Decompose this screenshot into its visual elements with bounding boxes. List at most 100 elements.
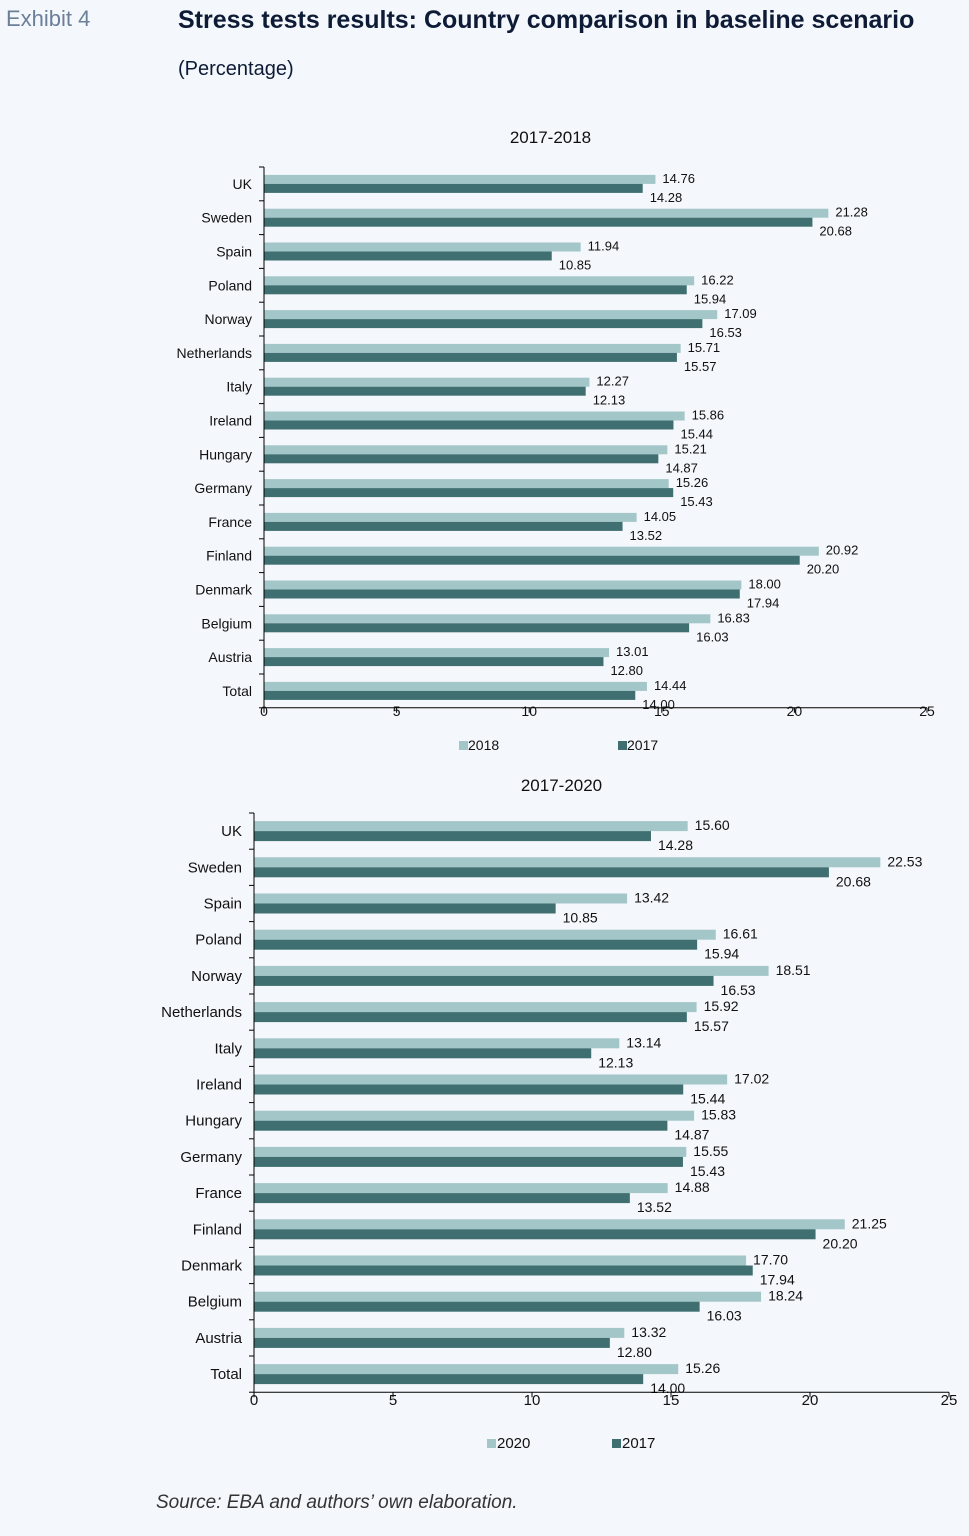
bar-2020 [254,1110,695,1121]
bar-2018 [264,174,656,184]
x-tick-label: 20 [787,703,803,719]
data-label: 14.44 [654,678,687,693]
data-label: 16.03 [696,629,729,644]
data-label: 12.80 [610,663,643,678]
data-label: 12.27 [596,374,629,389]
bar-2020 [254,1291,762,1302]
bar-2017 [254,939,698,950]
data-label: 15.86 [692,408,725,423]
x-tick-label: 0 [250,1392,258,1409]
category-label: Poland [208,277,252,293]
category-label: Denmark [195,582,253,598]
data-label: 18.00 [748,577,781,592]
data-label: 17.94 [747,596,780,611]
bar-2017 [264,454,659,464]
data-label: 17.02 [734,1071,769,1087]
bar-2018 [264,445,668,455]
category-label: Italy [214,1040,242,1057]
data-label: 13.01 [616,644,649,659]
bar-2018 [264,479,669,489]
category-label: Ireland [209,413,252,429]
x-tick-label: 10 [521,703,537,719]
data-label: 13.32 [631,1324,666,1340]
source-note: Source: EBA and authors’ own elaboration… [156,1492,518,1513]
bar-2020 [254,1074,728,1085]
data-label: 16.53 [721,982,756,998]
bar-2017 [254,1084,684,1095]
data-label: 16.53 [709,325,742,340]
data-label: 18.51 [776,962,811,978]
category-label: UK [233,176,253,192]
data-label: 17.09 [724,306,757,321]
data-label: 13.42 [634,890,669,906]
bar-2017 [254,1229,816,1240]
data-label: 15.71 [688,340,721,355]
x-tick-label: 25 [941,1392,958,1409]
data-label: 15.44 [680,427,713,442]
bar-2018 [264,648,610,658]
page-title: Stress tests results: Country comparison… [178,6,915,34]
bar-2017 [264,251,552,261]
data-label: 15.94 [704,946,739,962]
bar-2020 [254,1219,845,1230]
data-label: 20.20 [807,562,840,577]
bar-2020 [254,1038,620,1049]
data-label: 15.43 [690,1163,725,1179]
bar-2017 [254,1048,592,1059]
data-label: 16.83 [717,610,750,625]
bar-2018 [264,343,681,353]
data-label: 20.68 [836,873,871,889]
data-label: 14.87 [674,1127,709,1143]
bar-2017 [254,903,556,914]
bar-2020 [254,1146,687,1157]
category-label: Sweden [201,210,252,226]
bar-2017 [264,319,703,329]
exhibit-label: Exhibit 4 [6,6,91,31]
bar-2017 [264,521,623,531]
data-label: 12.80 [617,1344,652,1360]
data-label: 22.53 [887,853,922,869]
data-label: 16.22 [701,272,734,287]
data-label: 15.26 [676,475,709,490]
data-label: 18.24 [768,1288,803,1304]
bar-2018 [264,614,711,624]
data-label: 16.61 [723,926,758,942]
data-label: 14.87 [665,460,698,475]
bar-2017 [264,657,604,667]
category-label: Finland [193,1221,242,1238]
bar-2017 [254,1374,644,1385]
legend-label: 2017 [622,1435,655,1452]
data-label: 14.28 [650,190,683,205]
data-label: 15.43 [680,494,713,509]
legend-swatch-2020 [487,1439,496,1448]
bar-2018 [264,580,742,590]
bar-2020 [254,1002,697,1013]
data-label: 20.92 [826,543,859,558]
bar-2020 [254,1364,679,1375]
bar-2020 [254,1327,625,1338]
bar-2018 [264,208,829,218]
category-label: Total [210,1366,242,1383]
category-label: Spain [204,896,242,913]
page-subtitle: (Percentage) [178,58,294,80]
legend-label: 2017 [627,737,658,753]
data-label: 21.25 [852,1215,887,1231]
bar-2020 [254,1255,747,1266]
data-label: 15.26 [685,1360,720,1376]
bar-2017 [264,183,643,193]
data-label: 15.44 [690,1091,725,1107]
data-label: 17.70 [753,1252,788,1268]
legend-swatch-2017 [612,1439,621,1448]
data-label: 15.57 [684,359,717,374]
category-label: Norway [205,311,252,327]
category-label: Spain [216,244,252,260]
data-label: 21.28 [835,205,868,220]
x-tick-label: 20 [802,1392,819,1409]
category-label: Austria [195,1330,242,1347]
bar-2018 [264,512,637,522]
bar-2017 [254,831,651,842]
data-label: 20.68 [819,224,852,239]
bar-2017 [254,1156,683,1167]
legend-label: 2018 [468,737,499,753]
